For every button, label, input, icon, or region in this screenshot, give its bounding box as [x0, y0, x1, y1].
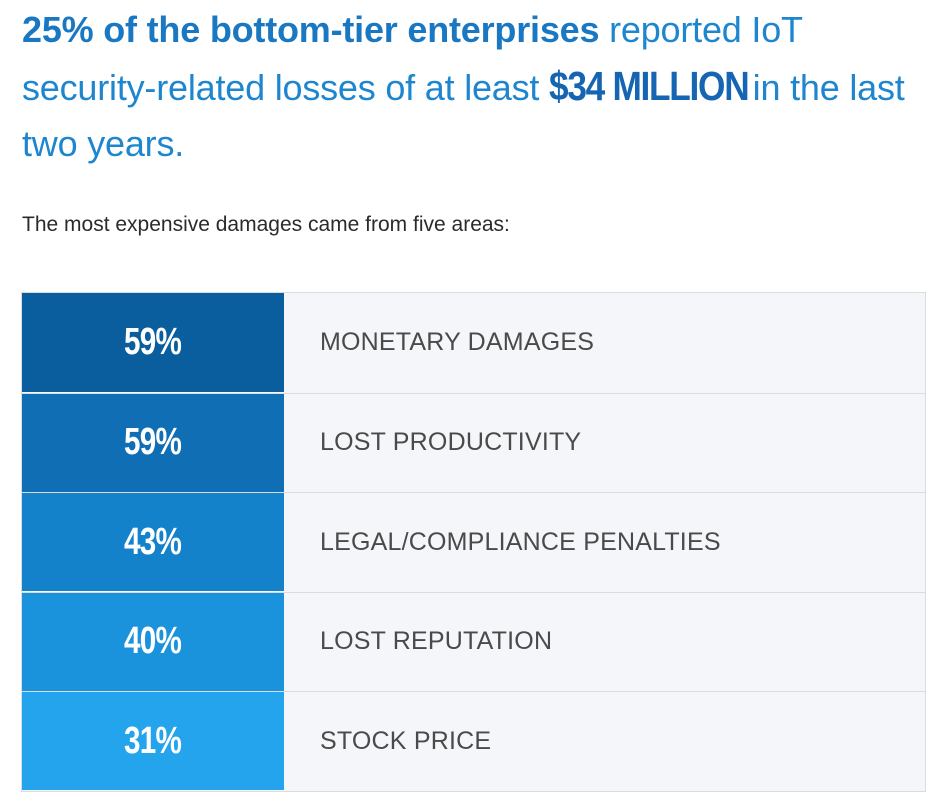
percent-cell: 59%: [22, 293, 284, 392]
damage-label: MONETARY DAMAGES: [320, 328, 595, 356]
percent-value: 43%: [124, 520, 183, 563]
table-row: 40% LOST REPUTATION: [22, 591, 925, 691]
table-row: 59% MONETARY DAMAGES: [22, 293, 925, 392]
percent-cell: 40%: [22, 592, 284, 691]
headline-amount: $34 MILLION: [549, 63, 750, 109]
damage-label: LOST REPUTATION: [320, 627, 553, 656]
headline-bold-part: 25% of the bottom-tier enterprises: [22, 9, 600, 50]
damage-label: LOST PRODUCTIVITY: [320, 428, 582, 457]
table-row: 31% STOCK PRICE: [22, 691, 925, 791]
percent-value: 31%: [124, 719, 183, 762]
percent-value: 40%: [124, 620, 183, 663]
percent-value: 59%: [124, 421, 183, 464]
damage-label: LEGAL/COMPLIANCE PENALTIES: [320, 527, 721, 556]
headline: 25% of the bottom-tier enterprises repor…: [22, 2, 937, 172]
table-row: 43% LEGAL/COMPLIANCE PENALTIES: [22, 492, 925, 592]
headline-part-3: in the last two years.: [22, 67, 905, 164]
headline-part-2: reported IoT security-related losses of …: [22, 9, 803, 108]
table-row: 59% LOST PRODUCTIVITY: [22, 392, 925, 492]
damages-table: 59% MONETARY DAMAGES 59% LOST PRODUCTIVITY 4…: [21, 292, 926, 792]
percent-cell: 59%: [22, 393, 284, 492]
percent-value: 59%: [124, 321, 183, 363]
percent-cell: 43%: [22, 493, 284, 592]
percent-cell: 31%: [22, 692, 284, 791]
subtitle: The most expensive damages came from fiv…: [22, 213, 510, 236]
damage-label: STOCK PRICE: [320, 726, 492, 755]
